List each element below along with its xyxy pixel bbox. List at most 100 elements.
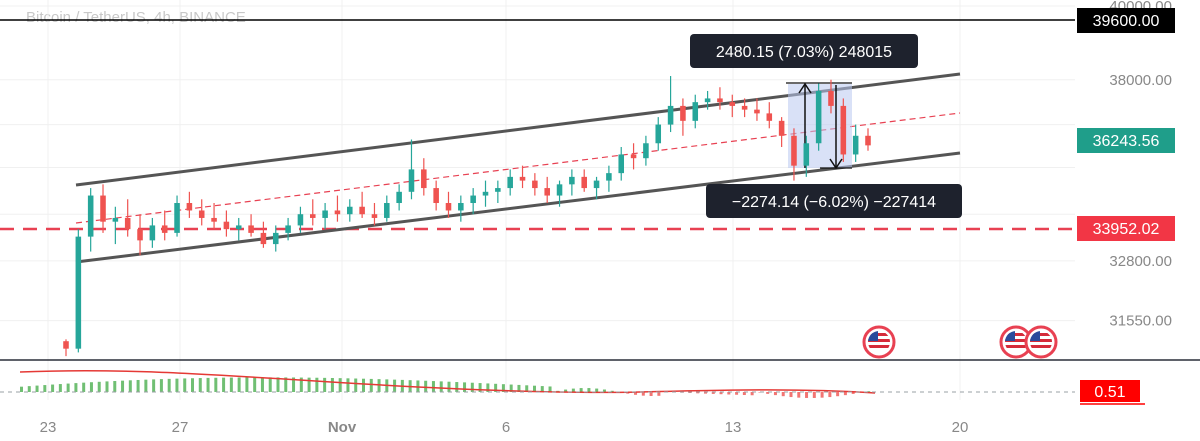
channel-lower-line[interactable] [75,151,961,264]
candle[interactable] [606,165,612,192]
candle[interactable] [482,180,489,207]
indicator-bar [43,385,47,392]
candle[interactable] [532,173,538,196]
candle[interactable] [75,229,82,353]
candle[interactable] [754,98,760,121]
x-tick-label: 13 [725,419,742,436]
indicator-bar [354,378,358,392]
indicator-pane [19,369,876,398]
indicator-bar [447,381,451,392]
indicator-bar [307,377,311,392]
candle[interactable] [100,184,106,233]
candle[interactable] [347,199,353,222]
candle[interactable] [766,102,773,129]
indicator-bar [113,381,117,392]
candle[interactable] [495,180,501,204]
candle[interactable] [593,176,600,200]
candle[interactable] [211,203,217,230]
candle[interactable] [840,98,847,162]
candle[interactable] [741,98,748,118]
us-flag-icon[interactable] [1024,325,1058,359]
us-flag-icon[interactable] [999,325,1033,359]
candle[interactable] [507,169,513,196]
candle[interactable] [729,94,736,118]
candle[interactable] [384,195,390,222]
candle[interactable] [63,339,69,357]
candle[interactable] [643,135,649,166]
candle[interactable] [198,199,205,226]
candle[interactable] [371,203,378,226]
candle[interactable] [137,214,143,256]
candle[interactable] [852,124,859,162]
indicator-bar [781,392,785,397]
candle[interactable] [692,94,699,129]
candle[interactable] [112,206,119,245]
candle[interactable] [186,191,193,218]
candle[interactable] [421,158,427,196]
indicator-bar [439,381,443,392]
indicator-bar [323,377,327,392]
indicator-bar [27,386,31,392]
candle[interactable] [260,221,267,248]
candle[interactable] [680,98,686,136]
indicator-bar [338,378,342,392]
candle[interactable] [174,195,180,237]
candle[interactable] [470,188,476,215]
indicator-bar [191,378,194,392]
candle[interactable] [359,191,365,218]
candle[interactable] [87,188,94,252]
candle[interactable] [309,199,316,226]
candle[interactable] [458,195,464,222]
candle[interactable] [556,180,563,207]
candle[interactable] [815,83,822,151]
us-flag-icon[interactable] [862,325,896,359]
indicator-bar [851,392,855,394]
indicator-bar [276,377,280,392]
candle[interactable] [828,79,834,114]
candle[interactable] [248,214,254,237]
candle[interactable] [272,225,279,252]
candle[interactable] [778,117,785,147]
candle[interactable] [569,169,575,196]
candle[interactable] [124,199,131,237]
candle[interactable] [519,165,526,189]
indicator-bar [587,388,591,392]
indicator-bar [773,392,777,396]
candle[interactable] [630,143,637,170]
candle[interactable] [408,139,415,200]
y-tick-label: 38000.00 [1109,72,1172,89]
candle[interactable] [791,128,797,181]
indicator-bar [571,388,575,392]
candle[interactable] [161,210,168,241]
current-price-tag: 36243.56 [1077,128,1175,153]
candle[interactable] [544,176,550,204]
candle[interactable] [581,169,587,192]
indicator-bar [828,392,832,398]
candle[interactable] [285,217,291,241]
candle[interactable] [445,191,452,218]
candle[interactable] [618,146,625,181]
candle[interactable] [334,195,341,222]
candle[interactable] [149,217,156,248]
indicator-bar [58,384,62,392]
candle[interactable] [803,135,810,177]
candle[interactable] [704,90,711,110]
candle[interactable] [223,210,230,237]
indicator-bar [805,392,809,398]
candle[interactable] [396,184,402,211]
candle[interactable] [865,128,871,151]
candle[interactable] [235,217,242,241]
y-tick-label: 31550.00 [1109,313,1172,330]
candle[interactable] [433,180,439,211]
candle[interactable] [655,117,662,151]
candle[interactable] [322,203,328,230]
indicator-bar [198,378,202,392]
candle[interactable] [717,87,723,110]
indicator-bar [346,378,350,392]
candle[interactable] [297,206,304,233]
indicator-bar [704,392,707,394]
candle[interactable] [667,76,674,133]
time-axis[interactable]: 23 27 Nov 6 13 20 [40,419,969,436]
